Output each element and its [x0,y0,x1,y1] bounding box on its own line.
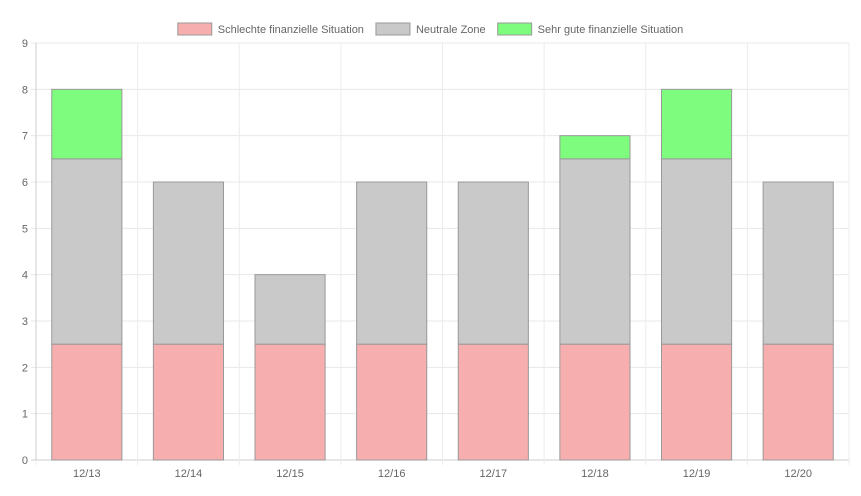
x-tick-label: 12/16 [378,468,406,480]
axis-layer: 0 1 2 3 4 5 6 7 8 9 12/13 12/14 12/15 12/16 12/17 12/18… [22,38,812,480]
y-tick-label: 4 [22,270,28,282]
y-tick-label: 5 [22,223,28,235]
bar-segment-2-12-19[interactable] [661,158,733,345]
bar-segment-3-12-13[interactable] [51,88,123,160]
legend-label: Sehr gute finanzielle Situation [538,24,684,36]
y-tick-label: 9 [22,38,28,50]
legend-label: Neutrale Zone [416,24,486,36]
bar-segment-1-12-15[interactable] [254,343,326,461]
bar-segment-1-12-13[interactable] [51,343,123,461]
x-tick-label: 12/20 [784,468,812,480]
legend-swatch-3[interactable] [497,22,533,36]
legend-label: Schlechte finanzielle Situation [218,24,364,36]
bar-segment-2-12-17[interactable] [457,181,529,345]
bar-segment-1-12-20[interactable] [762,343,834,461]
bar-segment-3-12-19[interactable] [661,88,733,160]
bar-layer [51,88,834,461]
bar-segment-2-12-20[interactable] [762,181,834,345]
bar-segment-1-12-14[interactable] [152,343,224,461]
y-tick-label: 6 [22,177,28,189]
bar-segment-2-12-18[interactable] [559,158,631,345]
bar-segment-2-12-16[interactable] [356,181,428,345]
y-tick-label: 8 [22,84,28,96]
x-tick-label: 12/15 [276,468,304,480]
y-tick-label: 7 [22,131,28,143]
y-tick-label: 1 [22,409,28,421]
y-tick-label: 0 [22,455,28,467]
legend[interactable]: Schlechte finanzielle Situation Neutrale … [177,22,684,36]
bar-segment-1-12-18[interactable] [559,343,631,461]
legend-swatch-2[interactable] [375,22,411,36]
bar-segment-2-12-14[interactable] [152,181,224,345]
bar-segment-2-12-15[interactable] [254,274,326,345]
bar-segment-1-12-16[interactable] [356,343,428,461]
bar-segment-3-12-18[interactable] [559,135,631,160]
y-tick-label: 3 [22,316,28,328]
bar-segment-1-12-17[interactable] [457,343,529,461]
bar-segment-1-12-19[interactable] [661,343,733,461]
y-tick-label: 2 [22,362,28,374]
x-tick-label: 12/17 [480,468,508,480]
bar-segment-2-12-13[interactable] [51,158,123,345]
legend-swatch-1[interactable] [177,22,213,36]
x-tick-label: 12/14 [175,468,203,480]
x-tick-label: 12/18 [581,468,609,480]
x-tick-label: 12/13 [73,468,101,480]
x-tick-label: 12/19 [683,468,711,480]
